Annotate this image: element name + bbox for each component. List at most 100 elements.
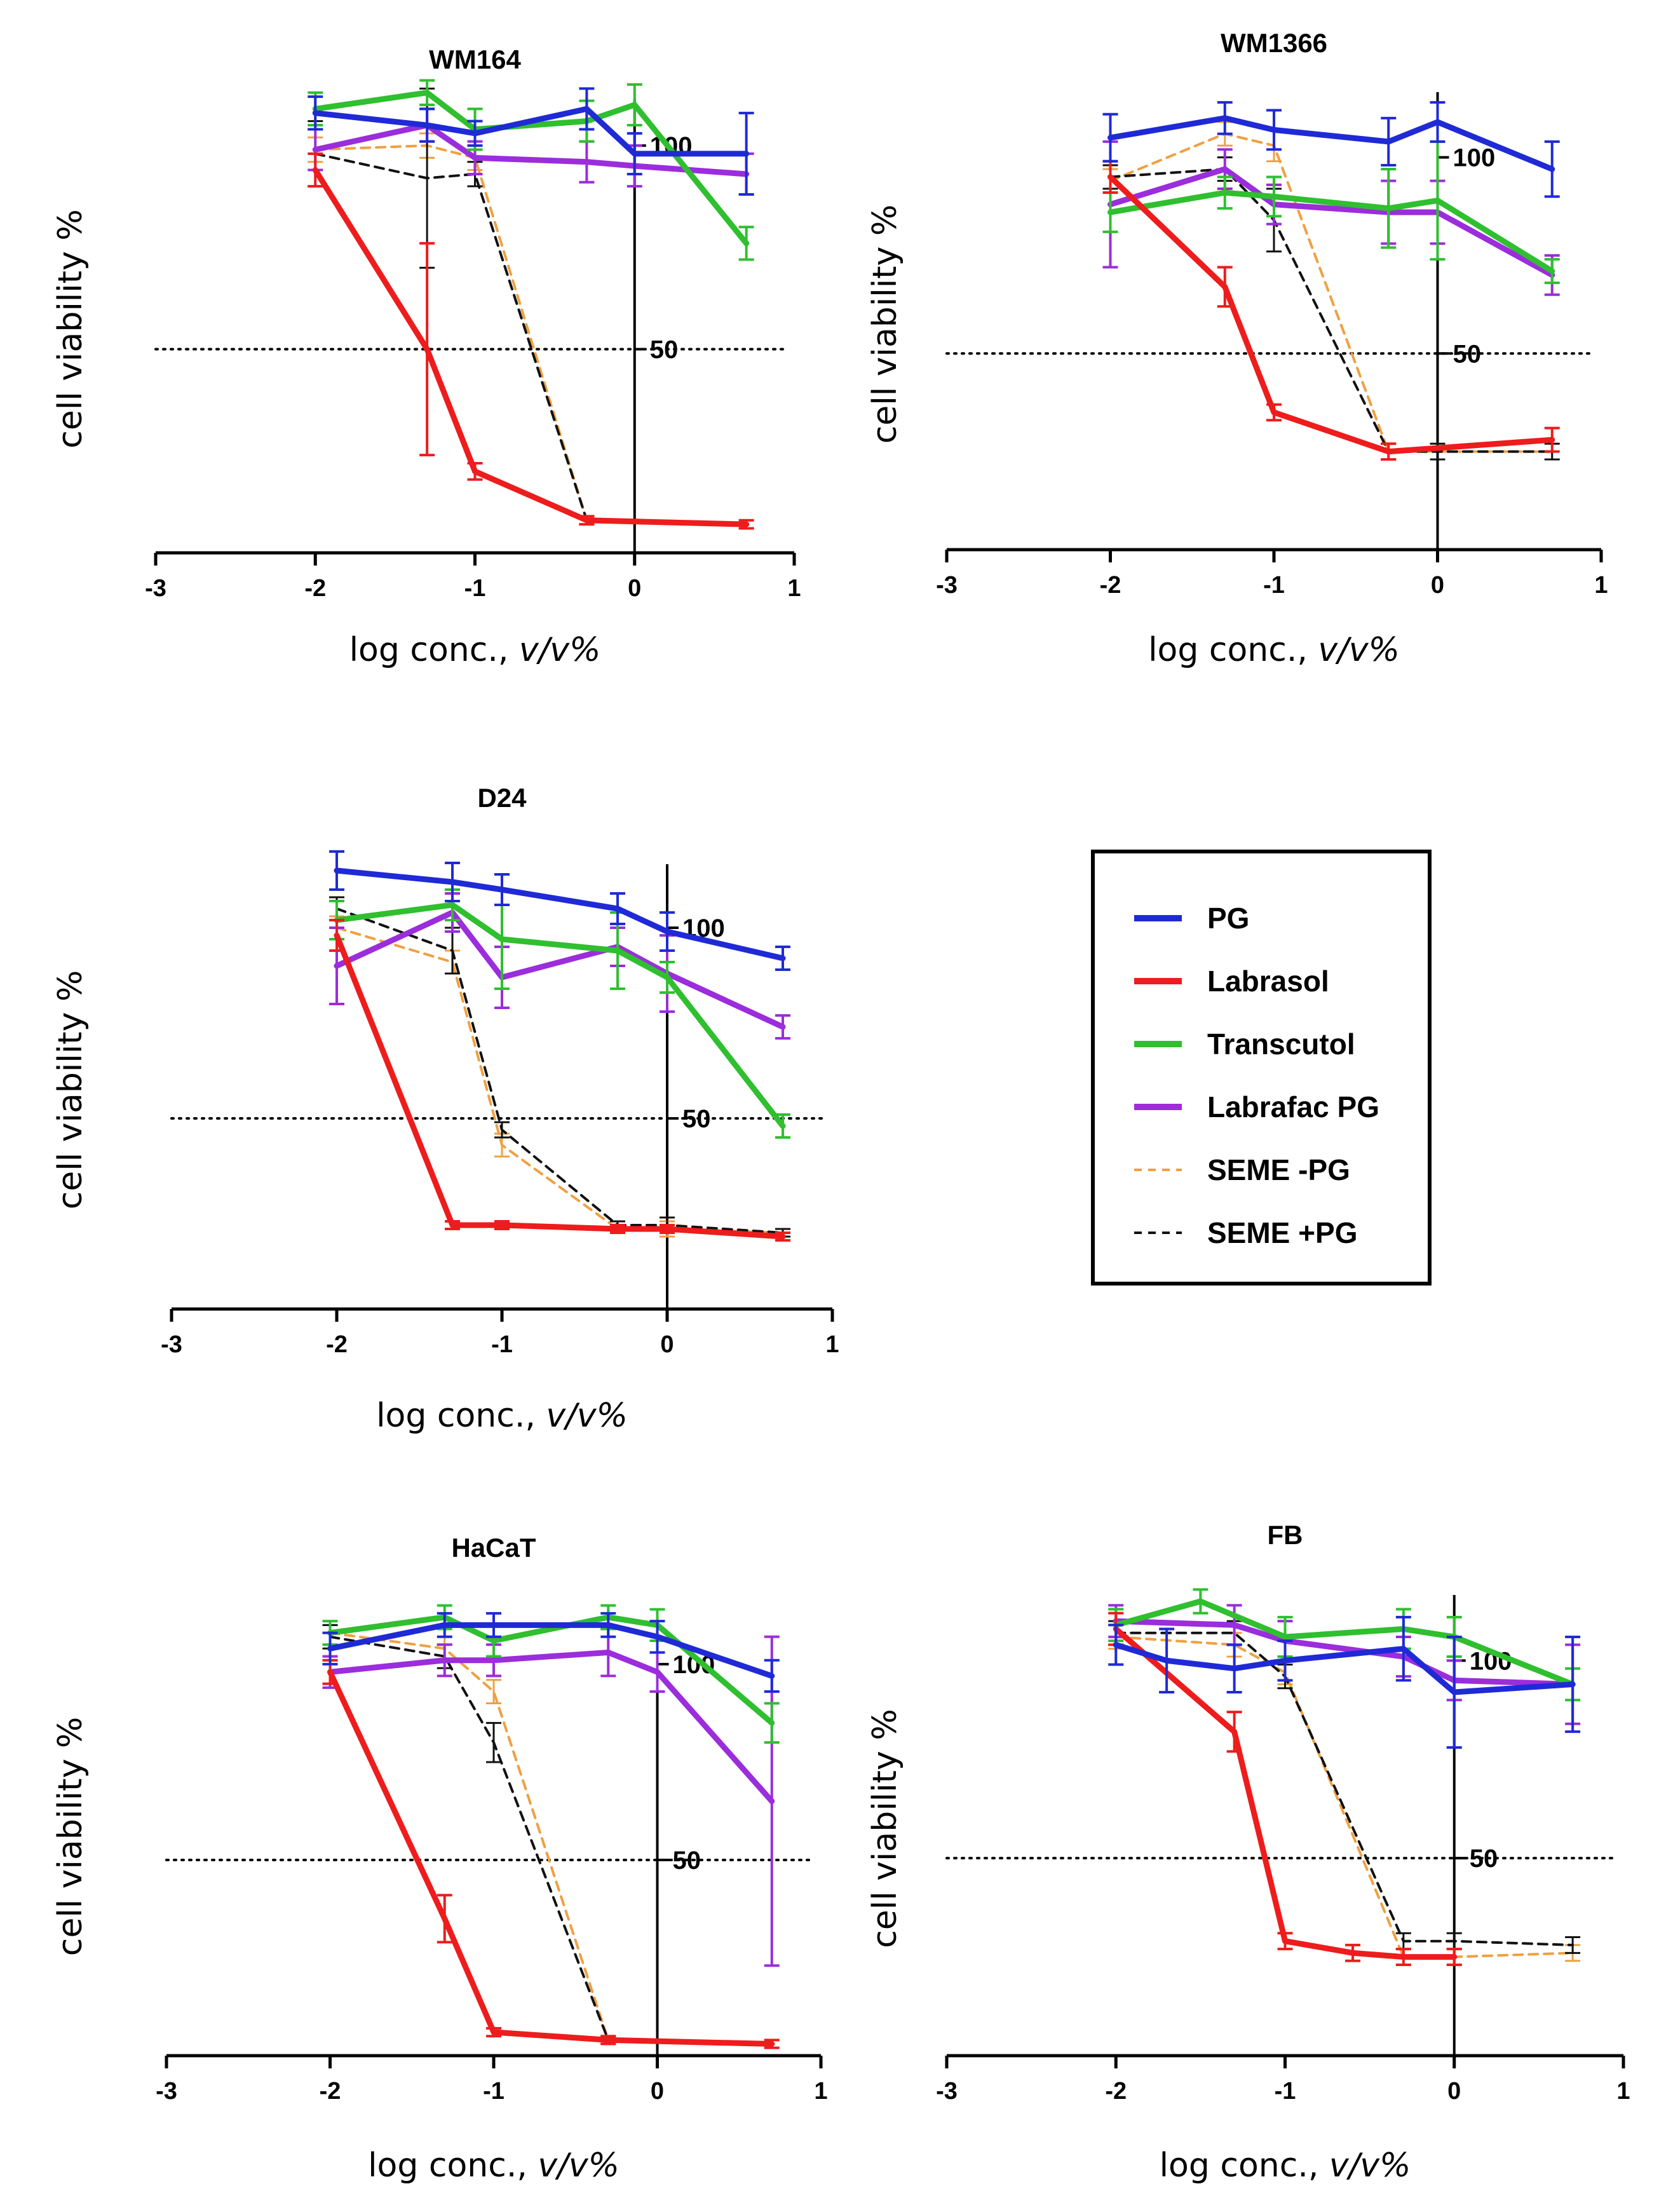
error-bar [494, 1220, 510, 1230]
error-bar [764, 1659, 780, 1693]
error-bar [486, 1721, 501, 1763]
x-tick-label: -1 [464, 575, 486, 602]
error-bar [1446, 1948, 1462, 1966]
error-bar [486, 1612, 501, 1638]
x-tick-label: 1 [814, 2078, 827, 2105]
y-tick-label: 50 [682, 1105, 711, 1133]
error-bar [764, 2039, 780, 2049]
error-bar [649, 1620, 665, 1654]
error-bar [437, 1894, 452, 1944]
error-bar [579, 87, 595, 131]
error-bar [486, 1679, 501, 1705]
chart-title: WM1366 [1221, 28, 1327, 58]
legend-label: Transcutol [1207, 1028, 1355, 1061]
chart-panels: WM164 cell viability % log conc., v/v% -3 -2… [51, 28, 1630, 2185]
y-axis-label: cell viability % [51, 970, 90, 1210]
error-bar [329, 850, 344, 891]
error-bar [660, 1224, 675, 1234]
error-bar [1430, 101, 1446, 143]
x-tick-label: -1 [483, 2078, 504, 2105]
x-tick-label: 0 [1447, 2078, 1461, 2105]
y-axis-label: cell viability % [866, 1709, 904, 1948]
series-line [334, 909, 786, 1030]
error-bar [308, 152, 323, 188]
error-bar [775, 1232, 790, 1242]
legend-items: PG Labrasol Transcutol Labrafac PG SEME -PG S… [1134, 902, 1379, 1249]
error-bar [738, 226, 754, 261]
y-tick-label: 50 [1470, 1845, 1498, 1873]
error-bar [600, 1612, 616, 1638]
legend-item-pg: PG [1134, 902, 1249, 935]
error-bar [1266, 403, 1282, 422]
series-transcutol [308, 79, 754, 261]
x-tick-label: 1 [787, 575, 801, 602]
error-bar [1159, 1627, 1175, 1693]
error-bar [467, 462, 483, 481]
x-tick-label: -3 [936, 572, 958, 599]
series-line [1107, 166, 1555, 278]
error-bar [1544, 140, 1560, 198]
series-line [334, 932, 786, 1240]
error-bar [660, 911, 675, 952]
legend-item-seme-pg: SEME +PG [1134, 1216, 1357, 1249]
error-bar [1345, 1943, 1360, 1962]
series-line [1114, 1635, 1574, 1958]
error-bar [1395, 1615, 1411, 1682]
series-transcutol [1102, 140, 1560, 285]
error-bar [1277, 1932, 1293, 1951]
series-line [314, 152, 588, 522]
error-bar [486, 2026, 501, 2038]
series-line [334, 902, 786, 1129]
legend: PG Labrasol Transcutol Labrafac PG SEME -PG S… [1091, 850, 1432, 1286]
panel-hacat: HaCaT cell viability % log conc., v/v% -3 -2… [51, 1533, 828, 2185]
error-bar [419, 79, 435, 106]
error-bar [329, 919, 344, 952]
x-tick-label: -2 [326, 1331, 348, 1358]
error-bar [419, 107, 435, 143]
legend-item-transcutol: Transcutol [1134, 1028, 1355, 1061]
series-line [1113, 1598, 1576, 1688]
error-bar [1544, 258, 1560, 285]
error-bar [467, 119, 483, 147]
series-line [1107, 189, 1555, 275]
x-tick-label: -2 [320, 2078, 341, 2105]
panel-wm164: WM164 cell viability % log conc., v/v% -3 -2… [51, 44, 801, 669]
x-axis-label: log conc., v/v% [1148, 631, 1400, 669]
error-bar [1381, 442, 1397, 461]
error-bar [1565, 1635, 1581, 1734]
error-bar [1266, 109, 1282, 151]
panel-fb: FB cell viability % log conc., v/v% -3 -2 -1 0… [866, 1520, 1630, 2185]
series-labrasol [1108, 1612, 1462, 1966]
error-bar [1544, 426, 1560, 453]
x-tick-label: 0 [1431, 572, 1444, 599]
error-bar [445, 1220, 460, 1230]
series-labrasol [329, 919, 790, 1242]
x-tick-label: -1 [1263, 572, 1285, 599]
legend-label: Labrafac PG [1207, 1090, 1379, 1123]
x-tick-label: 0 [651, 2078, 664, 2105]
x-tick-label: -2 [1100, 572, 1121, 599]
y-axis-label: cell viability % [51, 1717, 90, 1957]
series-line [334, 867, 786, 961]
y-tick-label: 50 [1453, 340, 1482, 368]
series-line [1113, 1618, 1576, 1688]
error-bar [437, 1612, 452, 1638]
series-seme-pg [308, 87, 595, 526]
series-line [1114, 1631, 1574, 1946]
series-line [312, 105, 750, 157]
series-labrasol [322, 1659, 780, 2049]
error-bar [626, 132, 642, 175]
x-tick-label: 1 [1594, 572, 1608, 599]
x-tick-label: -1 [491, 1331, 513, 1358]
panel-wm1366: WM1366 cell viability % log conc., v/v% -3 -… [866, 28, 1608, 669]
error-bar [437, 1643, 452, 1678]
x-axis-label: log conc., v/v% [376, 1397, 628, 1435]
error-bar [1193, 1588, 1209, 1615]
x-tick-label: -1 [1275, 2078, 1296, 2105]
x-tick-label: 0 [660, 1331, 674, 1358]
x-tick-label: 0 [628, 575, 641, 602]
x-tick-label: 1 [825, 1331, 839, 1358]
x-tick-label: -3 [156, 2078, 177, 2105]
error-bar [600, 2035, 616, 2046]
